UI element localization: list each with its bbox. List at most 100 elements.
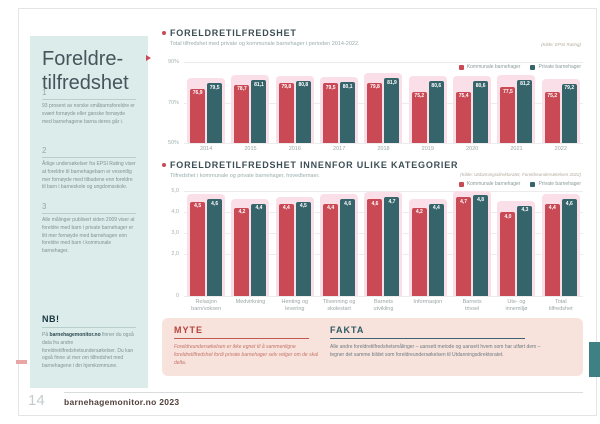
section-text: Alle målinger publisert siden 2009 viser… xyxy=(42,217,135,254)
legend-swatch xyxy=(530,64,536,70)
bar: 80,6 xyxy=(428,81,444,143)
bar-group: 75,2 80,6 2019 xyxy=(406,62,450,152)
bar-value-label: 4,0 xyxy=(504,213,512,220)
bar: 4,7 xyxy=(456,197,472,296)
chart-legend: Kommunale barnehager Private barnehager xyxy=(458,181,581,187)
chart-title: FORELDRETILFREDSHET INNENFOR ULIKE KATEG… xyxy=(170,160,459,170)
page-edge-tab xyxy=(589,342,600,377)
sidebar-arrow-icon xyxy=(146,55,151,61)
sidebar-section-2: 2 Årlige undersøkelser fra EPSI Rating v… xyxy=(42,146,136,192)
sidebar-section-3: 3 Alle målinger publisert siden 2009 vis… xyxy=(42,202,136,256)
bar: 79,8 xyxy=(367,82,383,143)
bar: 4,2 xyxy=(411,207,427,296)
brand-link-text: barnehagemonitor.no xyxy=(49,332,101,338)
bar: 4,4 xyxy=(251,203,267,296)
bar-value-label: 4,4 xyxy=(432,205,440,212)
bar: 75,4 xyxy=(456,91,472,143)
bar-value-label: 79,5 xyxy=(209,84,220,91)
sidebar-section-1: 1 93 prosent av norske småbarnsforeldre … xyxy=(42,88,136,126)
bar-group: 79,8 80,8 2016 xyxy=(273,62,317,152)
x-axis-label: 2021 xyxy=(510,146,523,152)
fakta-title: FAKTA xyxy=(330,325,365,335)
bar-value-label: 4,7 xyxy=(460,198,468,205)
bar-value-label: 80,6 xyxy=(475,82,486,89)
bar: 81,2 xyxy=(517,79,533,143)
gridline xyxy=(184,62,583,63)
bar-group: 79,5 80,1 2017 xyxy=(317,62,361,152)
divider xyxy=(42,99,136,100)
bar-value-label: 4,2 xyxy=(415,209,423,216)
bar-value-label: 75,2 xyxy=(414,93,425,100)
x-axis-label: Tilvenning og skolestart xyxy=(322,299,356,313)
y-axis-tick: 2,0 xyxy=(171,251,179,257)
bar-value-label: 76,9 xyxy=(192,90,203,97)
chart-section-total-tilfredshet: FORELDRETILFREDSHET Total tilfredshet me… xyxy=(162,28,583,158)
section-text: Årlige undersøkelser fra EPSI Rating vis… xyxy=(42,161,136,191)
bar: 81,1 xyxy=(251,80,267,143)
y-axis-tick: 50% xyxy=(167,140,179,146)
bar: 79,5 xyxy=(323,83,339,143)
bar: 4,6 xyxy=(207,199,223,296)
bar: 4,2 xyxy=(234,207,250,296)
bar-value-label: 4,5 xyxy=(299,203,307,209)
legend-item: Kommunale barnehager xyxy=(458,181,521,187)
nb-title: NB! xyxy=(42,314,60,324)
bar-group: 75,2 79,2 2022 xyxy=(539,62,583,152)
bar-group: 4,6 4,7 Barnets utvikling xyxy=(361,191,405,312)
bar: 4,3 xyxy=(517,205,533,296)
bar-value-label: 4,6 xyxy=(565,200,573,207)
x-axis-label: 2018 xyxy=(377,146,390,152)
y-axis-tick: 90% xyxy=(167,59,179,65)
x-axis-label: Informasjon xyxy=(413,299,443,305)
bar-value-label: 80,8 xyxy=(298,82,309,89)
sidebar: Foreldre- tilfredshet 1 93 prosent av no… xyxy=(30,36,148,388)
bar-group: 4,7 4,8 Barnets trivsel xyxy=(450,191,494,312)
y-axis-tick: 0 xyxy=(175,293,179,299)
chart-section-kategorier: FORELDRETILFREDSHET INNENFOR ULIKE KATEG… xyxy=(162,160,583,312)
bar: 80,8 xyxy=(295,80,311,143)
bar: 4,4 xyxy=(428,203,444,296)
divider xyxy=(42,213,136,214)
bar-value-label: 80,1 xyxy=(342,83,353,90)
page-frame xyxy=(18,8,597,416)
bar-value-label: 79,5 xyxy=(325,84,336,91)
bar: 81,9 xyxy=(384,78,400,143)
bar-group: 4,2 4,4 Informasjon xyxy=(406,191,450,305)
chart-plot: 90% 70% 50% 76,9 79,5 2014 78,7 81,1 2015 79,8 80,… xyxy=(162,59,583,152)
page-title: Foreldre- tilfredshet xyxy=(42,48,129,94)
y-axis-tick: 70% xyxy=(167,99,179,106)
x-axis-label: Barnets utvikling xyxy=(373,299,394,313)
section-number: 3 xyxy=(42,202,47,211)
legend-swatch xyxy=(458,64,464,70)
fakta-text: Alle andre foreldretilfredshetsmålinger … xyxy=(330,344,541,358)
bar: 75,2 xyxy=(411,91,427,143)
divider xyxy=(42,327,136,328)
bar-value-label: 81,2 xyxy=(520,81,530,88)
bar-value-label: 4,4 xyxy=(255,205,263,212)
bar-value-label: 4,8 xyxy=(477,196,485,203)
bar-value-label: 80,6 xyxy=(431,82,442,89)
footer-divider xyxy=(64,392,583,393)
x-axis-label: 2017 xyxy=(333,146,346,152)
chart-title: FORELDRETILFREDSHET xyxy=(170,28,297,38)
bar-value-label: 75,2 xyxy=(547,93,558,100)
bar: 4,8 xyxy=(473,195,489,296)
bar-value-label: 4,6 xyxy=(211,200,219,207)
bar: 78,7 xyxy=(234,84,250,143)
bar: 79,2 xyxy=(561,83,577,143)
y-axis-tick: 3,0 xyxy=(171,230,179,236)
bar-group: 78,7 81,1 2015 xyxy=(228,62,272,152)
legend-label: Private barnehager xyxy=(538,64,581,70)
chart-header: FORELDRETILFREDSHET INNENFOR ULIKE KATEG… xyxy=(162,160,583,170)
bar: 4,4 xyxy=(544,203,560,296)
divider xyxy=(330,338,525,339)
legend-label: Kommunale barnehager xyxy=(466,181,521,187)
legend-item: Private barnehager xyxy=(530,64,581,70)
nb-text-before: På xyxy=(42,332,50,338)
left-edge-marker xyxy=(16,360,27,364)
y-axis-tick: 5,0 xyxy=(171,188,179,194)
page-number: 14 xyxy=(28,392,45,409)
myte-text: Foreldreundersøkelsen er ikke egnet til … xyxy=(174,344,318,366)
legend-swatch xyxy=(530,181,536,187)
bar: 4,6 xyxy=(561,199,577,296)
